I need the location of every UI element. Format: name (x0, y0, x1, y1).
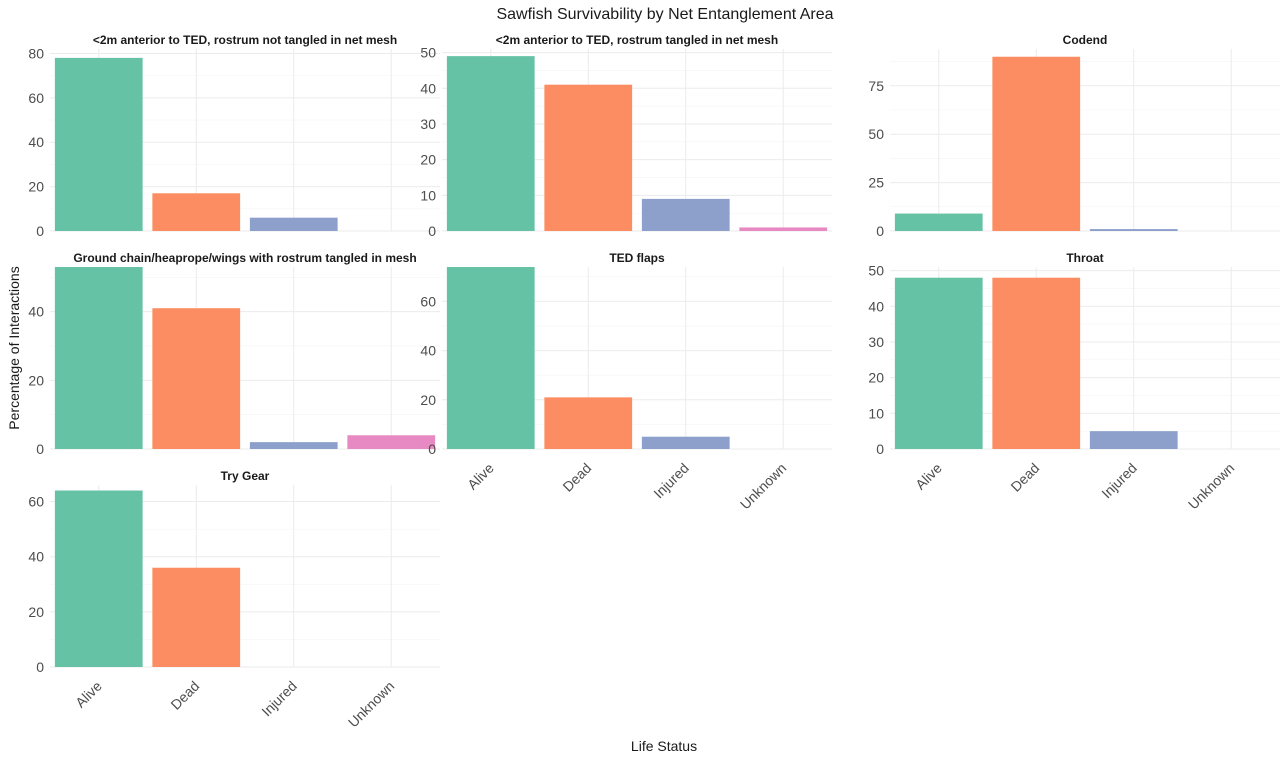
y-tick-label: 60 (28, 90, 44, 106)
x-tick-label: Alive (464, 460, 497, 493)
y-tick-label: 0 (36, 659, 44, 675)
y-tick-label: 0 (428, 441, 436, 457)
facet-title: <2m anterior to TED, rostrum not tangled… (93, 33, 397, 47)
y-tick-label: 60 (420, 293, 436, 309)
bar-dead (992, 56, 1081, 231)
y-tick-label: 40 (28, 549, 44, 565)
y-tick-label: 0 (876, 223, 884, 239)
bar-dead (992, 277, 1081, 449)
facet-panel: 0 20 40 60 TED flaps Alive Dead Injured Unknown (420, 251, 832, 512)
y-tick-label: 20 (420, 152, 436, 168)
y-tick-label: 50 (420, 45, 436, 61)
y-tick-label: 20 (868, 370, 884, 386)
y-axis-title: Percentage of Interactions (6, 266, 22, 429)
x-tick-label: Dead (559, 460, 594, 495)
bar-injured (249, 217, 338, 231)
y-tick-label: 40 (28, 304, 44, 320)
facet-panel: 0 20 40 60 80 <2m anterior to TED, rostrum no… (28, 33, 440, 239)
y-tick-label: 0 (876, 441, 884, 457)
y-tick-label: 10 (420, 187, 436, 203)
bar-dead (152, 193, 241, 231)
bar-alive (894, 213, 983, 231)
facet-title: Codend (1063, 33, 1108, 47)
y-tick-label: 20 (28, 179, 44, 195)
x-tick-label: Injured (1098, 460, 1140, 502)
y-tick-label: 0 (36, 223, 44, 239)
bar-unknown (347, 435, 436, 449)
x-tick-label: Unknown (1185, 460, 1238, 513)
facet-panel: 0 20 40 60 Try Gear Alive Dead Injured Unknown (28, 469, 440, 730)
y-tick-label: 10 (868, 405, 884, 421)
facet-panel: 0 20 40 Ground chain/heaprope/wings with ro… (28, 251, 440, 457)
bar-injured (1089, 229, 1178, 231)
chart-title: Sawfish Survivability by Net Entanglemen… (496, 6, 833, 23)
y-tick-label: 0 (428, 223, 436, 239)
bar-injured (641, 436, 730, 449)
y-tick-label: 40 (420, 80, 436, 96)
x-tick-label: Unknown (737, 460, 790, 513)
y-tick-label: 30 (420, 116, 436, 132)
facet-title: <2m anterior to TED, rostrum tangled in … (496, 33, 778, 47)
bar-unknown (739, 227, 828, 231)
bar-dead (152, 308, 241, 449)
bar-dead (544, 84, 633, 231)
x-tick-label: Dead (167, 678, 202, 713)
facet-panel: 0 10 20 30 40 50 Throat Alive Dead Injured Unknown (868, 251, 1280, 512)
facet-title: Ground chain/heaprope/wings with rostrum… (73, 251, 416, 265)
bar-dead (544, 397, 633, 449)
bar-dead (152, 567, 241, 667)
x-axis-title: Life Status (631, 738, 697, 754)
bar-alive (54, 57, 143, 231)
bar-alive (446, 267, 535, 449)
y-tick-label: 80 (28, 45, 44, 61)
y-tick-label: 20 (28, 604, 44, 620)
x-tick-label: Injured (650, 460, 692, 502)
y-tick-label: 50 (868, 126, 884, 142)
facet-panel: 0 25 50 75 Codend (868, 33, 1280, 239)
y-tick-label: 0 (36, 441, 44, 457)
y-tick-label: 50 (868, 263, 884, 279)
y-tick-label: 30 (868, 334, 884, 350)
bar-alive (54, 490, 143, 667)
bar-alive (894, 277, 983, 449)
x-tick-label: Alive (912, 460, 945, 493)
x-tick-label: Unknown (345, 678, 398, 731)
facet-title: TED flaps (609, 251, 665, 265)
x-tick-label: Alive (72, 678, 105, 711)
y-tick-label: 20 (420, 392, 436, 408)
facet-title: Throat (1066, 251, 1103, 265)
bar-alive (54, 267, 143, 449)
facet-panel: 0 10 20 30 40 50 <2m anterior to TED, rostrum … (420, 33, 832, 239)
y-tick-label: 60 (28, 494, 44, 510)
bar-injured (1089, 431, 1178, 449)
bar-injured (641, 198, 730, 231)
y-tick-label: 20 (28, 372, 44, 388)
bar-alive (446, 56, 535, 232)
facet-title: Try Gear (221, 469, 270, 483)
x-tick-label: Injured (258, 678, 300, 720)
facet-panels: 0 20 40 60 80 <2m anterior to TED, rostrum no… (28, 33, 1280, 730)
y-tick-label: 40 (420, 343, 436, 359)
y-tick-label: 75 (868, 78, 884, 94)
x-tick-label: Dead (1007, 460, 1042, 495)
y-tick-label: 25 (868, 175, 884, 191)
y-tick-label: 40 (28, 134, 44, 150)
bar-injured (249, 442, 338, 449)
y-tick-label: 40 (868, 298, 884, 314)
